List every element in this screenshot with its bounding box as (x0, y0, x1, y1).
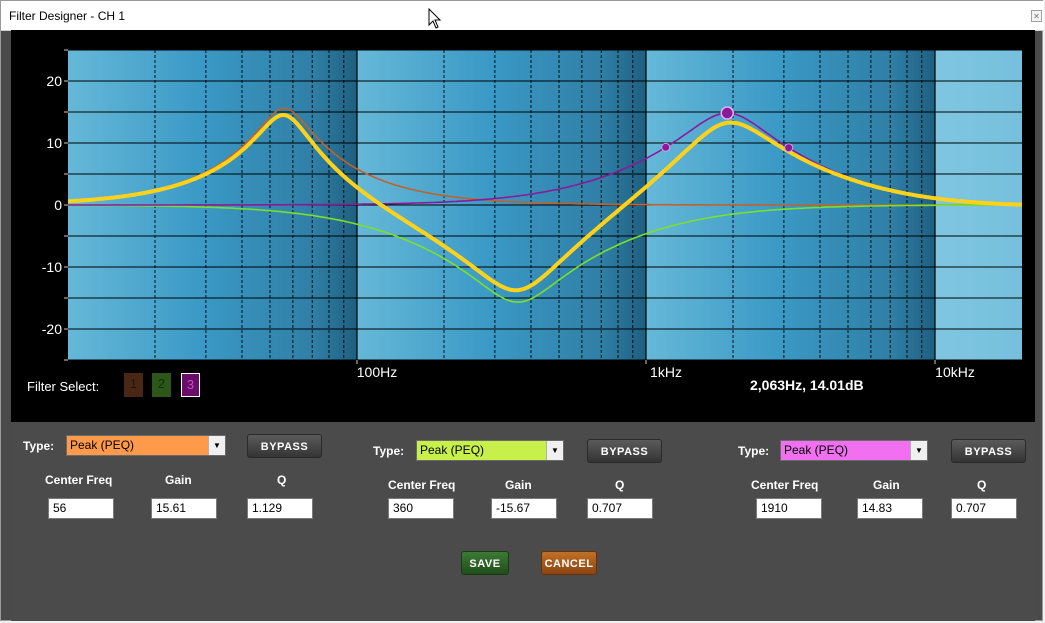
response-plot[interactable]: 20 10 0 -10 -20 100Hz 1kHz 10kHz (11, 30, 1035, 422)
filter-select-3-button[interactable]: 3 (181, 373, 200, 397)
save-button[interactable]: SAVE (461, 551, 509, 575)
filter1-type-select[interactable]: Peak (PEQ) ▼ (66, 435, 226, 456)
filter1-gain-label: Gain (165, 473, 192, 487)
y-tick-label: 10 (46, 135, 62, 151)
filter2-center-freq-label: Center Freq (388, 478, 456, 492)
filter3-gain-label: Gain (873, 478, 900, 492)
filter2-type-value: Peak (PEQ) (417, 441, 547, 460)
filter-settings-panel: Type: Peak (PEQ) ▼ BYPASS Center Freq Ga… (11, 422, 1035, 621)
filter3-gain-input[interactable]: 14.83 (857, 498, 923, 519)
y-tick-label: -20 (42, 321, 62, 337)
x-tick-label: 1kHz (650, 364, 682, 380)
filter2-q-label: Q (615, 478, 625, 492)
y-tick-label: 0 (54, 197, 62, 213)
filter2-curve (67, 204, 1022, 303)
filter1-center-freq-input[interactable]: 56 (48, 498, 114, 519)
filter3-bypass-button[interactable]: BYPASS (951, 439, 1026, 463)
filter1-bypass-button[interactable]: BYPASS (247, 434, 322, 458)
chevron-down-icon[interactable]: ▼ (910, 441, 927, 460)
window-title: Filter Designer - CH 1 (9, 9, 126, 23)
filter-select-2-button[interactable]: 2 (152, 373, 171, 397)
filter3-center-handle[interactable] (720, 106, 734, 120)
filter1-gain-input[interactable]: 15.61 (151, 498, 217, 519)
filter2-gain-input[interactable]: -15.67 (491, 498, 557, 519)
filter2-type-select[interactable]: Peak (PEQ) ▼ (416, 440, 564, 461)
x-tick-label: 100Hz (357, 364, 397, 380)
filter1-center-freq-label: Center Freq (45, 473, 113, 487)
filter2-bypass-button[interactable]: BYPASS (587, 439, 662, 463)
filter1-q-input[interactable]: 1.129 (247, 498, 313, 519)
cancel-button[interactable]: CANCEL (541, 551, 597, 575)
filter1-type-value: Peak (PEQ) (67, 436, 209, 455)
filter3-type-value: Peak (PEQ) (781, 441, 911, 460)
filter1-type-label: Type: (23, 439, 55, 453)
y-tick-label: 20 (46, 73, 62, 89)
chevron-down-icon[interactable]: ▼ (546, 441, 563, 460)
y-tick-label: -10 (42, 259, 62, 275)
filter3-type-select[interactable]: Peak (PEQ) ▼ (780, 440, 928, 461)
frequency-response-graph[interactable]: 20 10 0 -10 -20 100Hz 1kHz 10kHz (11, 30, 1035, 422)
filter-select-label: Filter Select: (27, 379, 100, 394)
filter3-type-label: Type: (738, 444, 770, 458)
filter3-q-input[interactable]: 0.707 (951, 498, 1017, 519)
filter2-gain-label: Gain (505, 478, 532, 492)
chevron-down-icon[interactable]: ▼ (208, 436, 225, 455)
filter3-bandwidth-handle-low[interactable] (661, 142, 671, 152)
filter3-center-freq-input[interactable]: 1910 (756, 498, 822, 519)
combined-response-curve (67, 113, 1023, 293)
mouse-cursor-icon (428, 8, 442, 29)
filter-select-1-button[interactable]: 1 (124, 373, 143, 397)
title-bar: Filter Designer - CH 1 ✕ (1, 1, 1044, 31)
filter2-type-label: Type: (373, 444, 405, 458)
filter3-q-label: Q (977, 478, 987, 492)
filter3-center-freq-label: Center Freq (751, 478, 819, 492)
filter2-center-freq-input[interactable]: 360 (388, 498, 454, 519)
x-tick-label: 10kHz (935, 364, 975, 380)
filter3-bandwidth-handle-high[interactable] (784, 143, 794, 153)
cursor-readout: 2,063Hz, 14.01dB (750, 377, 864, 393)
close-icon[interactable]: ✕ (1031, 10, 1042, 22)
filter1-q-label: Q (277, 473, 287, 487)
filter1-curve (67, 107, 1022, 206)
filter2-q-input[interactable]: 0.707 (587, 498, 653, 519)
